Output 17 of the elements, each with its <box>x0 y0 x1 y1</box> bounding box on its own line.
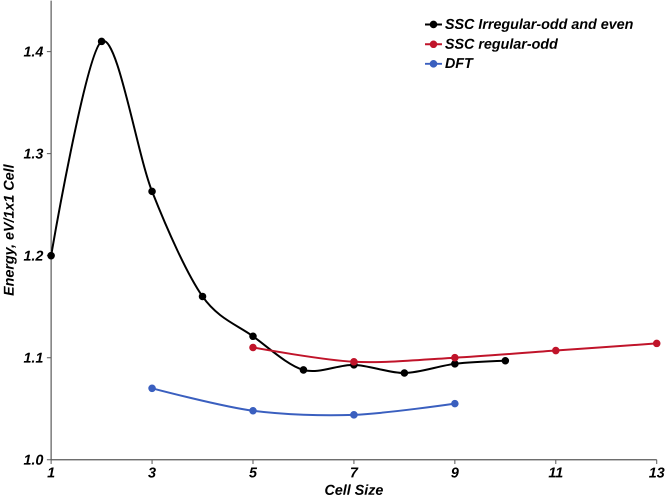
legend-label: SSC Irregular-odd and even <box>445 18 633 32</box>
x-tick-label: 5 <box>249 467 258 478</box>
x-tick-label: 9 <box>451 467 459 478</box>
legend-label: DFT <box>445 58 474 68</box>
x-axis-title: Cell Size <box>325 484 383 495</box>
x-tick-label: 13 <box>649 467 665 478</box>
x-tick-label: 1 <box>47 467 54 478</box>
legend-label: SSC regular-odd <box>445 38 558 52</box>
y-tick-label: 1.1 <box>24 352 43 362</box>
y-axis-title: Energy, eV/1x1 Cell <box>3 164 17 296</box>
y-tick-label: 1.4 <box>24 46 44 56</box>
x-tick-label: 7 <box>350 467 358 478</box>
y-tick-label: 1.3 <box>24 148 44 159</box>
x-tick-label: 3 <box>148 467 156 478</box>
x-tick-label: 11 <box>548 467 562 478</box>
y-tick-label: 1.2 <box>24 250 44 261</box>
y-tick-label: 1.0 <box>24 454 44 465</box>
